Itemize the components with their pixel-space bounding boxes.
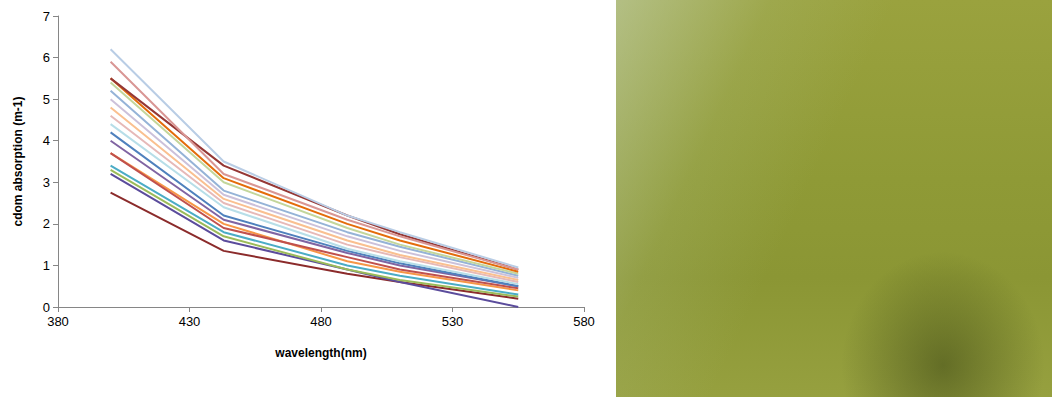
svg-text:wavelength(nm): wavelength(nm)	[274, 346, 366, 360]
svg-text:1: 1	[43, 258, 50, 273]
svg-text:4: 4	[43, 133, 50, 148]
svg-text:430: 430	[179, 314, 201, 329]
svg-text:7: 7	[43, 9, 50, 24]
svg-text:2: 2	[43, 216, 50, 231]
svg-text:380: 380	[47, 314, 69, 329]
svg-text:5: 5	[43, 92, 50, 107]
svg-text:6: 6	[43, 50, 50, 65]
svg-text:530: 530	[442, 314, 464, 329]
svg-text:0: 0	[43, 300, 50, 315]
svg-text:580: 580	[573, 314, 595, 329]
svg-text:cdom absorption (m-1): cdom absorption (m-1)	[11, 96, 25, 226]
svg-text:3: 3	[43, 175, 50, 190]
svg-text:480: 480	[310, 314, 332, 329]
